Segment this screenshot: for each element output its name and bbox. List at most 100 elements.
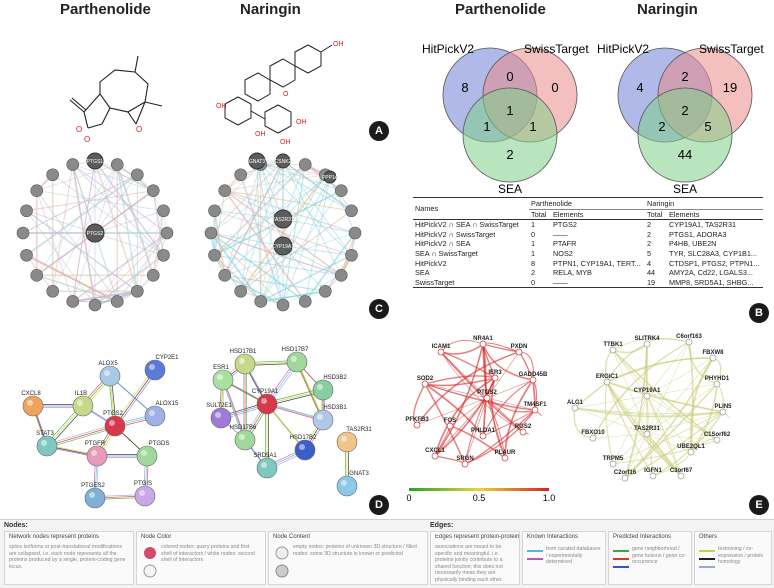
string-node — [294, 439, 316, 461]
svg-text:ALOX5: ALOX5 — [98, 361, 118, 367]
panel-label-e: E — [749, 495, 769, 515]
string-node — [36, 435, 58, 457]
svg-text:ALG1: ALG1 — [567, 400, 584, 406]
svg-text:HSD17B7: HSD17B7 — [282, 347, 309, 353]
overlap-table: Names Parthenolide Naringin Total Element… — [413, 196, 763, 289]
svg-text:HSD3B1: HSD3B1 — [323, 405, 347, 411]
svg-text:PHLDA1: PHLDA1 — [471, 428, 496, 434]
coexp-node — [709, 354, 717, 362]
svg-text:CSNK2: CSNK2 — [275, 159, 292, 165]
svg-text:C1Sorf62: C1Sorf62 — [704, 432, 731, 438]
svg-text:PTGS2: PTGS2 — [103, 411, 123, 417]
table-row: SEA ∩ SwissTarget 1 NOS2 5 TYR, SLC28A3, CYP… — [415, 248, 758, 258]
gm-query-node — [86, 152, 104, 170]
svg-text:RGS2: RGS2 — [515, 424, 532, 430]
string-node — [134, 485, 156, 507]
svg-text:PFKFB3: PFKFB3 — [405, 417, 429, 423]
svg-text:HSD17B6: HSD17B6 — [230, 425, 257, 431]
string-node — [336, 475, 358, 497]
venn-n-sea — [637, 87, 733, 183]
venn-n-hitpick-label: HitPickV2 — [597, 42, 649, 56]
legend-edges-title: Edges: — [430, 522, 454, 529]
gm-query-node — [248, 152, 266, 170]
svg-text:PTGS2: PTGS2 — [87, 231, 104, 237]
coexp-node — [643, 340, 651, 348]
gm-node — [234, 168, 247, 182]
coexp-node — [529, 376, 537, 384]
legend-box-edges: Edges represent protein-protein associat… — [430, 531, 520, 585]
coexp-node — [687, 448, 695, 456]
svg-text:CYP2E1: CYP2E1 — [155, 355, 179, 361]
svg-text:SRD5A1: SRD5A1 — [253, 453, 277, 459]
svg-text:PTGFR: PTGFR — [85, 441, 106, 447]
coexp-node — [437, 348, 445, 356]
svg-text:PTGS2: PTGS2 — [477, 390, 497, 396]
coexpression-naringin: TTBK1 SLITRK4 C6orf163 FBXW8 ERGIC1 PHYHD1 ALG… — [567, 334, 732, 482]
svg-text:PTGDS: PTGDS — [149, 441, 170, 447]
coexp-node — [713, 380, 721, 388]
gm-node — [334, 184, 348, 197]
svg-text:IL1B: IL1B — [75, 391, 87, 397]
title-parthenolide-right: Parthenolide — [455, 1, 546, 18]
coexp-node — [609, 460, 617, 468]
panel-label-a: A — [369, 121, 389, 141]
svg-text:PXDN: PXDN — [511, 344, 528, 350]
gm-node — [30, 269, 44, 282]
venn-n-sea-label: SEA — [673, 182, 697, 195]
svg-text:FOS: FOS — [444, 418, 456, 424]
coexp-node — [421, 380, 429, 388]
svg-text:PTGES2: PTGES2 — [81, 483, 105, 489]
svg-text:PPP1A: PPP1A — [322, 175, 339, 181]
string-node — [234, 429, 256, 451]
svg-text:HSD17B1: HSD17B1 — [230, 349, 257, 355]
table-row: SwissTarget 0 —— 19 MMP8, SRD5A1, SHBG... — [413, 277, 763, 289]
legend-nodes-title: Nodes: — [4, 522, 28, 529]
gm-node — [276, 298, 290, 312]
svg-text:OH: OH — [216, 103, 227, 110]
svg-text:0: 0 — [551, 80, 558, 95]
title-naringin-right: Naringin — [637, 1, 698, 18]
string-node — [104, 415, 126, 437]
svg-text:CYP19A1: CYP19A1 — [272, 244, 294, 250]
svg-text:PLIN5: PLIN5 — [714, 404, 732, 410]
svg-text:TRPM5: TRPM5 — [603, 456, 624, 462]
gm-node — [46, 284, 59, 298]
svg-text:ESR1: ESR1 — [213, 365, 229, 371]
svg-text:SULT2E1: SULT2E1 — [206, 403, 232, 409]
svg-text:1: 1 — [529, 119, 536, 134]
coexp-node — [643, 392, 651, 400]
string-parthenolide: ALOX5 CYP2E1 CXCL8 IL1B ALOX15 PTGS2 STAT3 PTGF… — [21, 355, 179, 509]
venn-diagrams: HitPickV2 SwissTarget SEA 8 0 0 1 1 1 2 … — [422, 42, 764, 195]
coexpression-networks: ICAM1 NR4A1 PXDN IER3 GADD45B SOD2 PTGS2 TM4SF1… — [405, 334, 732, 503]
svg-text:C2orf16: C2orf16 — [614, 470, 637, 476]
gm-node — [46, 168, 59, 182]
gm-node — [131, 168, 144, 182]
scale-min: 0 — [406, 493, 411, 503]
gm-query-node — [273, 209, 293, 229]
parthenolide-oxygens: OOO — [76, 125, 142, 144]
svg-text:2: 2 — [506, 147, 513, 162]
gm-node — [234, 284, 247, 298]
coexp-node — [649, 472, 657, 480]
svg-text:OH: OH — [296, 119, 307, 126]
svg-text:ALOX15: ALOX15 — [156, 401, 179, 407]
genemania-parthenolide: PTGS1 PTGS2 — [16, 152, 174, 312]
svg-text:TAS2R31: TAS2R31 — [272, 217, 294, 223]
svg-text:STAT3: STAT3 — [36, 431, 54, 437]
string-node — [234, 353, 256, 375]
coexp-node — [603, 378, 611, 386]
gm-node — [20, 204, 33, 218]
svg-text:GNAT3: GNAT3 — [249, 159, 266, 165]
svg-text:8: 8 — [461, 80, 468, 95]
legend-box-known: Known Interactions from curated databases… — [522, 531, 606, 585]
svg-text:C6orf163: C6orf163 — [676, 334, 702, 340]
string-node — [99, 365, 121, 387]
gm-node — [146, 269, 160, 282]
svg-text:FBXW8: FBXW8 — [703, 350, 725, 356]
string-node — [256, 457, 278, 479]
gm-node — [66, 295, 80, 308]
gm-node — [20, 248, 33, 262]
table-row: HitPickV2 ∩ SEA ∩ SwissTarget 1 PTGS2 2 CYP1… — [415, 220, 737, 230]
svg-text:NR4A1: NR4A1 — [473, 336, 493, 342]
gm-node — [345, 248, 358, 262]
